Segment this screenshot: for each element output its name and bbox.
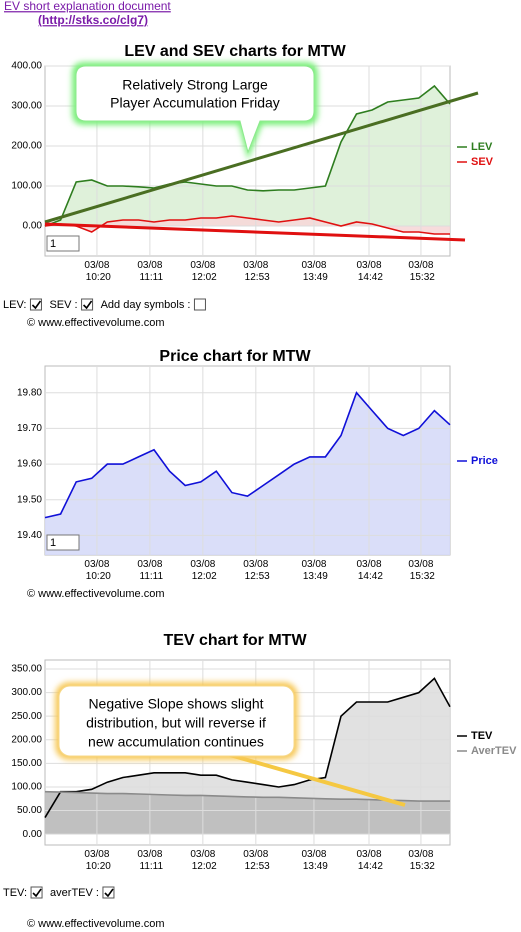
checkbox[interactable] xyxy=(30,886,43,899)
x-tick-label: 03/08 12:53 xyxy=(242,849,270,872)
legend-label: TEV xyxy=(471,730,493,742)
checkmark xyxy=(104,888,114,898)
legend-label: Price xyxy=(471,455,498,467)
control-label: averTEV : xyxy=(50,887,99,899)
source-note: © www.effectivevolume.com xyxy=(27,588,165,600)
y-tick-label: 300.00 xyxy=(11,687,42,698)
x-tick-label: 03/08 12:02 xyxy=(189,559,217,582)
x-tick-label: 03/08 12:02 xyxy=(189,849,217,872)
x-tick-label: 03/08 14:42 xyxy=(355,559,383,582)
x-tick-label: 03/08 10:20 xyxy=(83,849,111,872)
y-tick-label: 200.00 xyxy=(11,141,42,152)
checkbox[interactable] xyxy=(81,298,94,311)
x-tick-label: 03/08 14:42 xyxy=(355,260,383,283)
y-tick-label: 19.50 xyxy=(17,494,42,505)
checkbox[interactable] xyxy=(193,298,206,311)
y-tick-label: 0.00 xyxy=(23,829,43,840)
control-label: TEV: xyxy=(3,887,27,899)
lines xyxy=(44,84,451,819)
x-tick-label: 03/08 12:53 xyxy=(242,559,270,582)
x-tick-label: 03/08 15:32 xyxy=(407,559,435,582)
legend-label: SEV xyxy=(471,156,494,168)
x-tick-label: 03/08 10:20 xyxy=(83,559,111,582)
y-tick-label: 19.80 xyxy=(17,387,42,398)
x-tick-label: 03/08 11:11 xyxy=(137,559,164,582)
doc-link[interactable]: EV short explanation document xyxy=(4,0,171,13)
y-tick-label: 300.00 xyxy=(11,101,42,112)
series-line xyxy=(44,391,451,519)
trend-line xyxy=(44,222,466,242)
y-tick-label: 150.00 xyxy=(11,758,42,769)
y-tick-label: 250.00 xyxy=(11,711,42,722)
y-tick-label: 100.00 xyxy=(11,782,42,793)
legend-label: AverTEV xyxy=(471,745,517,757)
range-input[interactable] xyxy=(46,235,80,252)
callout-pointer xyxy=(229,753,406,807)
series-line xyxy=(44,215,450,235)
callout: Relatively Strong Large Player Accumulat… xyxy=(72,62,318,160)
control-label: LEV: xyxy=(3,299,26,311)
control-label: Add day symbols : xyxy=(101,299,191,311)
x-tick-label: 03/08 15:32 xyxy=(407,260,435,283)
y-tick-label: 200.00 xyxy=(11,734,42,745)
source-note: © www.effectivevolume.com xyxy=(27,918,165,930)
x-tick-label: 03/08 12:02 xyxy=(189,260,217,283)
callout: Negative Slope shows slight distribution… xyxy=(55,682,406,807)
series-area xyxy=(45,791,450,835)
chart-title: TEV chart for MTW xyxy=(163,632,307,649)
doc-url[interactable]: (http://stks.co/clg7) xyxy=(38,13,148,27)
checkmark xyxy=(32,888,42,898)
control-label: SEV : xyxy=(49,299,77,311)
chart-title: LEV and SEV charts for MTW xyxy=(124,43,346,60)
range-input-value: 1 xyxy=(50,537,56,549)
x-tick-label: 03/08 14:42 xyxy=(355,849,383,872)
series-area xyxy=(45,216,450,234)
checkmark xyxy=(83,300,93,310)
series-line xyxy=(44,84,451,227)
range-input[interactable] xyxy=(46,534,80,551)
y-tick-label: 19.70 xyxy=(17,423,42,434)
checkbox[interactable] xyxy=(29,298,42,311)
x-tick-label: 03/08 15:32 xyxy=(407,849,435,872)
x-tick-label: 03/08 11:11 xyxy=(137,260,164,283)
trend-line xyxy=(44,91,479,224)
source-note: © www.effectivevolume.com xyxy=(27,317,165,329)
callout-text: Relatively Strong Large xyxy=(122,77,268,93)
x-tick-label: 03/08 13:49 xyxy=(300,260,328,283)
legend-label: LEV xyxy=(471,141,493,153)
x-tick-label: 03/08 13:49 xyxy=(300,849,328,872)
checkbox[interactable] xyxy=(102,886,115,899)
y-tick-label: 400.00 xyxy=(11,61,42,72)
y-tick-label: 19.60 xyxy=(17,459,42,470)
checkmark xyxy=(31,300,42,310)
x-tick-label: 03/08 12:53 xyxy=(242,260,270,283)
x-tick-label: 03/08 10:20 xyxy=(83,260,111,283)
y-tick-label: 19.40 xyxy=(17,530,42,541)
series-area xyxy=(45,392,450,555)
y-tick-label: 0.00 xyxy=(23,221,43,232)
callout-text: Player Accumulation Friday xyxy=(110,95,280,111)
y-tick-label: 100.00 xyxy=(11,181,42,192)
series-line xyxy=(44,677,451,819)
callout-text: Negative Slope shows slight xyxy=(88,696,263,712)
callout-text: distribution, but will reverse if xyxy=(86,715,266,731)
x-tick-label: 03/08 13:49 xyxy=(300,559,328,582)
y-tick-label: 350.00 xyxy=(11,664,42,675)
chart-title: Price chart for MTW xyxy=(159,348,311,365)
y-tick-label: 50.00 xyxy=(17,805,42,816)
callout-text: new accumulation continues xyxy=(88,734,264,750)
x-tick-label: 03/08 11:11 xyxy=(137,849,164,872)
range-input-value: 1 xyxy=(50,238,56,250)
